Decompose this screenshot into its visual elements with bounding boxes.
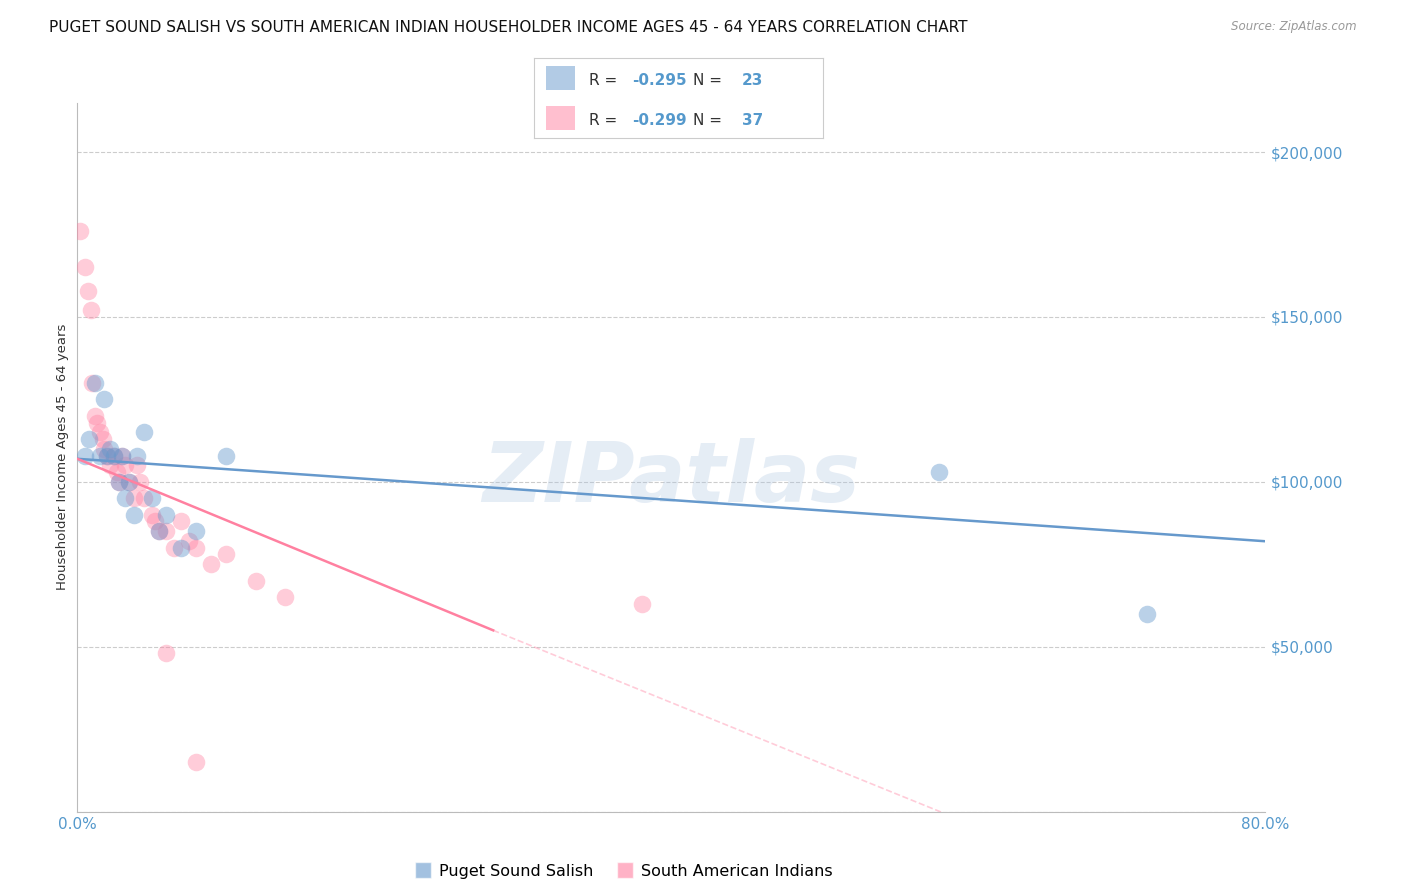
Text: 37: 37	[742, 112, 763, 128]
Text: N =: N =	[693, 72, 727, 87]
Point	[245, 574, 267, 588]
Point	[200, 558, 222, 572]
Point	[103, 449, 125, 463]
Point	[170, 515, 193, 529]
Text: N =: N =	[693, 112, 727, 128]
Point	[73, 449, 96, 463]
Point	[163, 541, 186, 555]
Point	[76, 284, 98, 298]
Point	[111, 449, 134, 463]
Point	[170, 541, 193, 555]
Point	[118, 475, 141, 489]
Point	[134, 425, 156, 440]
Point	[148, 524, 170, 539]
Point	[155, 508, 177, 522]
Point	[1136, 607, 1159, 621]
Text: ZIPatlas: ZIPatlas	[482, 438, 860, 519]
Point	[143, 515, 166, 529]
Point	[77, 432, 100, 446]
Point	[93, 442, 115, 456]
Point	[122, 491, 145, 506]
Point	[96, 449, 118, 463]
Point	[177, 534, 200, 549]
Point	[69, 224, 91, 238]
Point	[125, 449, 148, 463]
Y-axis label: Householder Income Ages 45 - 64 years: Householder Income Ages 45 - 64 years	[56, 324, 69, 591]
Point	[82, 376, 104, 390]
Text: PUGET SOUND SALISH VS SOUTH AMERICAN INDIAN HOUSEHOLDER INCOME AGES 45 - 64 YEAR: PUGET SOUND SALISH VS SOUTH AMERICAN IND…	[49, 20, 967, 35]
Legend: Puget Sound Salish, South American Indians: Puget Sound Salish, South American India…	[409, 857, 839, 885]
Point	[148, 524, 170, 539]
Point	[98, 442, 121, 456]
Point	[186, 541, 208, 555]
Point	[186, 756, 208, 770]
Point	[928, 465, 950, 479]
Point	[84, 409, 107, 423]
Point	[108, 475, 131, 489]
Point	[128, 475, 150, 489]
Point	[630, 597, 652, 611]
Point	[122, 508, 145, 522]
Point	[93, 392, 115, 407]
Point	[125, 458, 148, 473]
Point	[114, 458, 136, 473]
Bar	[546, 66, 575, 90]
Point	[141, 491, 163, 506]
Point	[114, 491, 136, 506]
Point	[155, 524, 177, 539]
Point	[118, 475, 141, 489]
Point	[134, 491, 156, 506]
Point	[98, 458, 121, 473]
Point	[86, 416, 108, 430]
Point	[73, 260, 96, 275]
Text: -0.299: -0.299	[633, 112, 688, 128]
Text: -0.295: -0.295	[633, 72, 688, 87]
Text: R =: R =	[589, 72, 623, 87]
Text: Source: ZipAtlas.com: Source: ZipAtlas.com	[1232, 20, 1357, 33]
Point	[141, 508, 163, 522]
Point	[91, 432, 114, 446]
Point	[186, 524, 208, 539]
Bar	[546, 106, 575, 130]
Point	[215, 449, 238, 463]
Point	[96, 449, 118, 463]
Text: 23: 23	[742, 72, 763, 87]
Point	[155, 647, 177, 661]
Point	[274, 591, 297, 605]
Point	[80, 303, 103, 318]
Point	[84, 376, 107, 390]
Point	[107, 465, 129, 479]
Point	[89, 449, 111, 463]
Point	[89, 425, 111, 440]
Point	[111, 449, 134, 463]
Point	[108, 475, 131, 489]
Point	[103, 449, 125, 463]
Text: R =: R =	[589, 112, 623, 128]
Point	[215, 548, 238, 562]
